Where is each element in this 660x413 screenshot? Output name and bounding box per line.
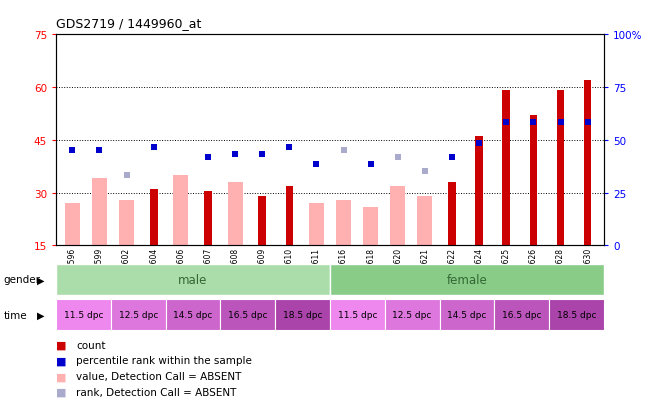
- Bar: [336, 200, 351, 246]
- Text: 18.5 dpc: 18.5 dpc: [283, 311, 322, 319]
- Text: gender: gender: [3, 275, 40, 285]
- Bar: [440, 299, 494, 330]
- Bar: [275, 299, 330, 330]
- Bar: [549, 299, 604, 330]
- Bar: [220, 299, 275, 330]
- Text: rank, Detection Call = ABSENT: rank, Detection Call = ABSENT: [76, 387, 236, 397]
- Bar: [502, 91, 510, 246]
- Bar: [309, 204, 324, 246]
- Text: ■: ■: [56, 356, 67, 366]
- Bar: [259, 197, 266, 246]
- Bar: [166, 299, 220, 330]
- Text: value, Detection Call = ABSENT: value, Detection Call = ABSENT: [76, 371, 242, 381]
- Bar: [286, 186, 293, 246]
- Bar: [557, 91, 564, 246]
- Text: 14.5 dpc: 14.5 dpc: [447, 311, 486, 319]
- Text: GDS2719 / 1449960_at: GDS2719 / 1449960_at: [56, 17, 201, 30]
- Text: 12.5 dpc: 12.5 dpc: [119, 311, 158, 319]
- Text: ▶: ▶: [38, 310, 45, 320]
- Bar: [65, 204, 80, 246]
- Bar: [150, 190, 158, 246]
- Bar: [418, 197, 432, 246]
- Bar: [204, 191, 212, 246]
- Bar: [385, 299, 440, 330]
- Bar: [174, 176, 188, 246]
- Text: time: time: [3, 310, 27, 320]
- Bar: [56, 299, 111, 330]
- Text: count: count: [76, 340, 106, 350]
- Text: female: female: [447, 273, 487, 286]
- Text: percentile rank within the sample: percentile rank within the sample: [76, 356, 251, 366]
- Bar: [584, 81, 591, 246]
- Bar: [330, 299, 385, 330]
- Text: ■: ■: [56, 387, 67, 397]
- Bar: [448, 183, 456, 246]
- Text: 16.5 dpc: 16.5 dpc: [502, 311, 541, 319]
- Text: ■: ■: [56, 371, 67, 381]
- Bar: [529, 116, 537, 246]
- Bar: [111, 299, 166, 330]
- Text: 14.5 dpc: 14.5 dpc: [174, 311, 213, 319]
- Text: 18.5 dpc: 18.5 dpc: [557, 311, 596, 319]
- Bar: [330, 264, 604, 295]
- Bar: [56, 264, 330, 295]
- Bar: [390, 186, 405, 246]
- Text: 11.5 dpc: 11.5 dpc: [64, 311, 103, 319]
- Bar: [475, 137, 483, 246]
- Bar: [494, 299, 549, 330]
- Bar: [119, 200, 134, 246]
- Bar: [228, 183, 242, 246]
- Text: 11.5 dpc: 11.5 dpc: [338, 311, 377, 319]
- Text: ■: ■: [56, 340, 67, 350]
- Text: ▶: ▶: [38, 275, 45, 285]
- Text: male: male: [178, 273, 208, 286]
- Text: 12.5 dpc: 12.5 dpc: [393, 311, 432, 319]
- Bar: [363, 207, 378, 246]
- Bar: [92, 179, 107, 246]
- Text: 16.5 dpc: 16.5 dpc: [228, 311, 267, 319]
